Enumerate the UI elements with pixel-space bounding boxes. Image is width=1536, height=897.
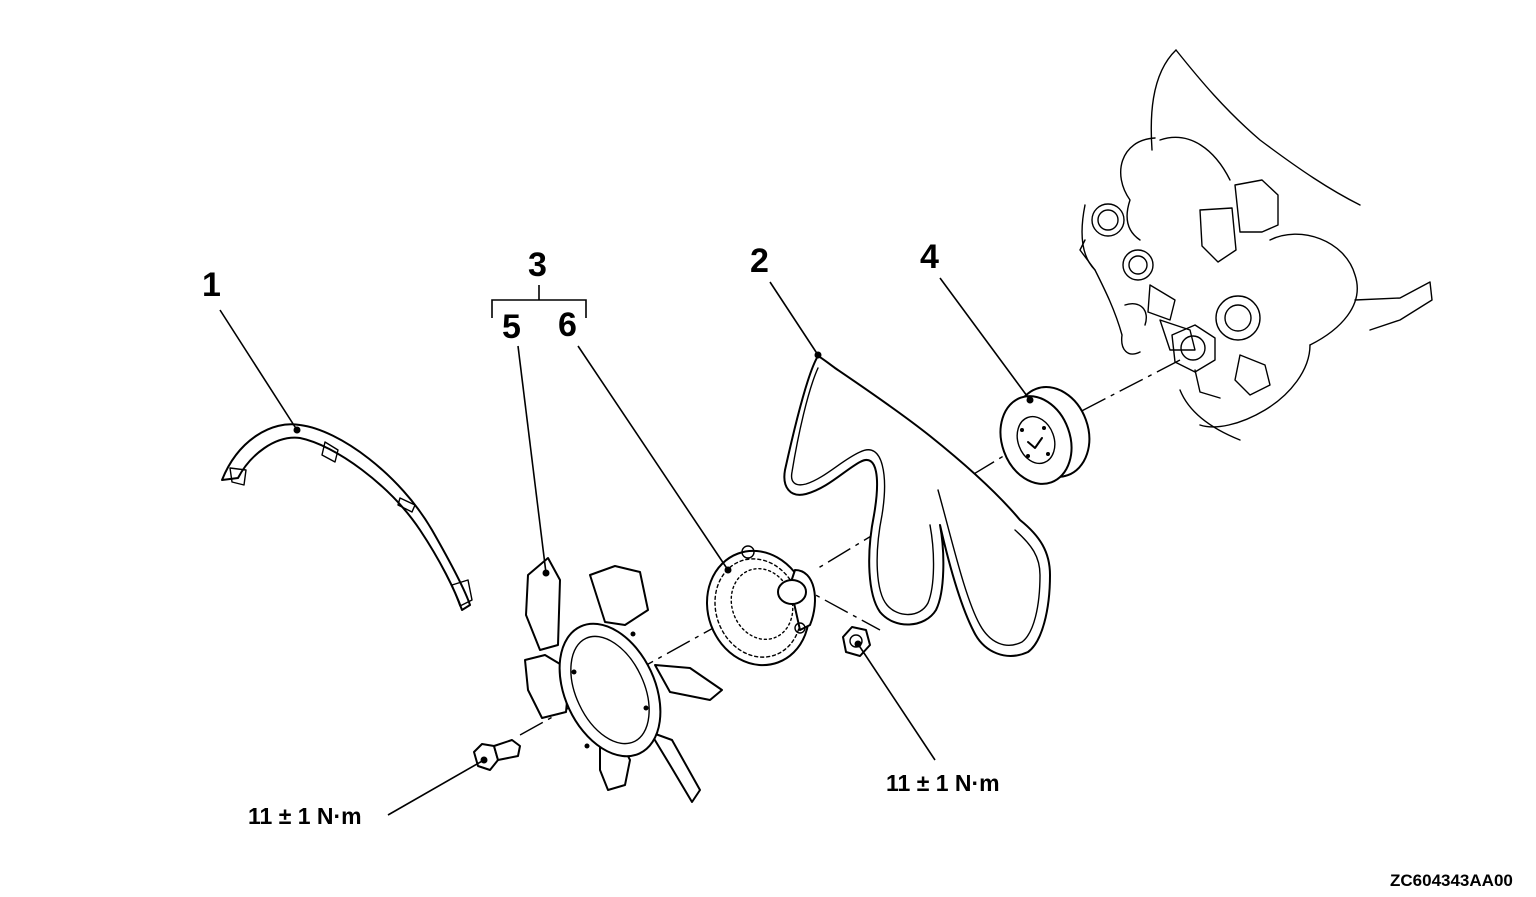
drive-belt [783,355,1051,657]
fan-clutch [705,545,816,667]
callout-2: 2 [750,242,769,280]
figure-code: ZC604343AA00 [1390,871,1513,890]
callout-5: 5 [502,308,521,346]
torque-label-bolt: 11 ± 1 N·m [248,803,362,829]
cooling-fan [524,557,723,803]
leader-lines [219,277,1034,816]
fan-shroud [221,423,473,611]
water-pump-pulley [999,386,1091,485]
fan-bolt [473,739,521,771]
callout-6: 6 [558,306,577,344]
callout-3: 3 [528,246,547,284]
engine-block [1079,49,1433,441]
callout-4: 4 [920,238,939,276]
torque-label-nut: 11 ± 1 N·m [886,770,1000,796]
callout-1: 1 [202,266,221,304]
